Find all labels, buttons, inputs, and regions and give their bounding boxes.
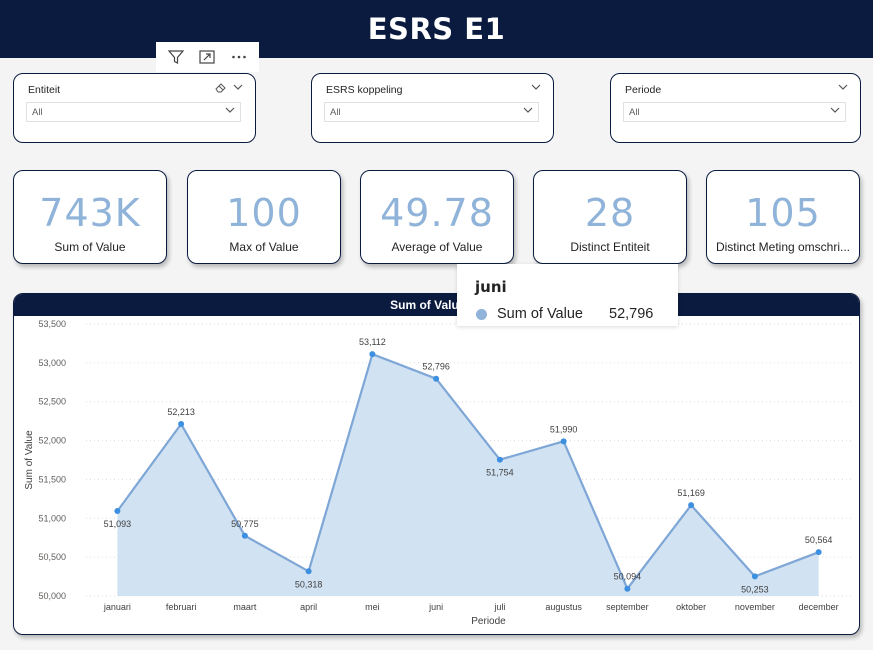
chevron-down-icon: [829, 104, 841, 119]
x-tick-label: oktober: [676, 602, 706, 612]
x-tick-label: mei: [365, 602, 380, 612]
slicer-dropdown[interactable]: All: [26, 102, 241, 122]
slicer-header-icons: [215, 82, 243, 96]
x-tick-label: juni: [428, 602, 443, 612]
y-tick-label: 52,500: [38, 397, 66, 407]
y-tick-label: 51,500: [38, 474, 66, 484]
slicer-title: Entiteit: [28, 84, 61, 96]
x-tick-label: december: [799, 602, 839, 612]
data-label: 52,796: [422, 362, 450, 372]
data-label: 52,213: [167, 407, 195, 417]
kpi-value: 100: [226, 191, 302, 235]
y-tick-label: 50,500: [38, 552, 66, 562]
x-tick-label: maart: [233, 602, 257, 612]
page-title: ESRS E1: [367, 12, 506, 46]
data-point: [178, 421, 185, 428]
report-header: ESRS E1: [0, 0, 873, 58]
area-chart-svg: 50,000 50,500 51,000 51,500 52,000 52,500 53,0…: [24, 319, 851, 627]
data-point: [241, 532, 248, 539]
slicer-dropdown[interactable]: All: [623, 102, 846, 122]
data-point: [815, 549, 822, 556]
slicer-selected-value: All: [32, 107, 43, 118]
y-tick-label: 53,500: [38, 319, 66, 329]
y-axis-title: Sum of Value: [24, 430, 35, 490]
slicer-header-icons: [838, 82, 848, 95]
tooltip-series-value: 52,796: [609, 306, 654, 322]
data-point: [751, 573, 758, 580]
kpi-label: Average of Value: [391, 240, 483, 254]
kpi-label: Distinct Meting omschri...: [715, 240, 851, 254]
slicer-entiteit[interactable]: Entiteit All: [13, 73, 256, 143]
data-point: [688, 502, 695, 509]
x-tick-label: november: [735, 602, 775, 612]
data-label: 51,093: [104, 519, 132, 529]
data-point: [496, 456, 503, 463]
chevron-down-icon[interactable]: [531, 82, 541, 95]
slicer-periode[interactable]: Periode All: [610, 73, 861, 143]
series-line: [116, 353, 820, 590]
tooltip-legend-dot: [476, 309, 487, 320]
y-tick-label: 50,000: [38, 591, 66, 601]
chevron-down-icon: [522, 104, 534, 119]
data-point: [114, 508, 121, 515]
chart-title: Sum of Value by: [14, 294, 859, 316]
area-chart-visual[interactable]: 50,000 50,500 51,000 51,500 52,000 52,500 53,0…: [13, 293, 860, 635]
data-label: 50,253: [741, 584, 769, 594]
y-tick-label: 52,000: [38, 436, 66, 446]
x-tick-label: juli: [493, 602, 505, 612]
chevron-down-icon[interactable]: [838, 82, 848, 95]
tooltip-series-name: Sum of Value: [497, 306, 583, 322]
kpi-label: Max of Value: [229, 240, 299, 254]
slicer-title: ESRS koppeling: [326, 84, 403, 96]
slicer-selected-value: All: [330, 107, 341, 118]
data-label: 50,318: [295, 579, 323, 589]
x-tick-label: februari: [166, 602, 197, 612]
data-label: 50,775: [231, 519, 259, 529]
kpi-card-max-of-value[interactable]: 100 Max of Value: [187, 170, 341, 264]
focus-mode-icon[interactable]: [194, 44, 220, 70]
x-tick-label: januari: [103, 602, 131, 612]
kpi-label: Distinct Entiteit: [570, 240, 650, 254]
kpi-value: 743K: [39, 191, 141, 235]
chevron-down-icon[interactable]: [233, 82, 243, 96]
y-tick-label: 51,000: [38, 513, 66, 523]
chart-tooltip: juni Sum of Value 52,796: [457, 264, 678, 326]
kpi-card-distinct-entiteit[interactable]: 28 Distinct Entiteit: [533, 170, 687, 264]
x-axis-title: Periode: [471, 616, 506, 627]
more-options-icon[interactable]: [226, 44, 252, 70]
visual-header-toolbar: [156, 42, 259, 72]
data-label: 51,990: [550, 424, 578, 434]
chevron-down-icon: [224, 104, 236, 119]
data-point: [433, 375, 440, 382]
y-tick-label: 53,000: [38, 358, 66, 368]
slicer-dropdown[interactable]: All: [324, 102, 539, 122]
slicer-title: Periode: [625, 84, 662, 96]
x-tick-label: september: [606, 602, 649, 612]
data-label: 51,169: [677, 488, 705, 498]
data-point: [560, 438, 567, 445]
data-label: 50,564: [805, 535, 833, 545]
slicer-selected-value: All: [629, 107, 640, 118]
kpi-value: 105: [745, 191, 821, 235]
data-label: 51,754: [486, 468, 514, 478]
data-label: 50,094: [614, 572, 642, 582]
eraser-icon[interactable]: [215, 82, 227, 96]
x-tick-label: augustus: [545, 602, 582, 612]
slicer-header-icons: [531, 82, 541, 95]
tooltip-title: juni: [475, 278, 507, 296]
x-tick-label: april: [300, 602, 317, 612]
kpi-card-distinct-meting[interactable]: 105 Distinct Meting omschri...: [706, 170, 860, 264]
data-point: [305, 568, 312, 575]
data-point: [624, 585, 631, 592]
data-label: 53,112: [359, 337, 386, 347]
filter-icon[interactable]: [163, 44, 189, 70]
area-fill: [117, 354, 819, 596]
kpi-value: 28: [584, 191, 636, 235]
kpi-label: Sum of Value: [54, 240, 126, 254]
kpi-card-sum-of-value[interactable]: 743K Sum of Value: [13, 170, 167, 264]
slicer-esrs-koppeling[interactable]: ESRS koppeling All: [311, 73, 554, 143]
kpi-card-average-of-value[interactable]: 49.78 Average of Value: [360, 170, 514, 264]
data-point: [369, 351, 376, 358]
kpi-value: 49.78: [380, 191, 494, 235]
